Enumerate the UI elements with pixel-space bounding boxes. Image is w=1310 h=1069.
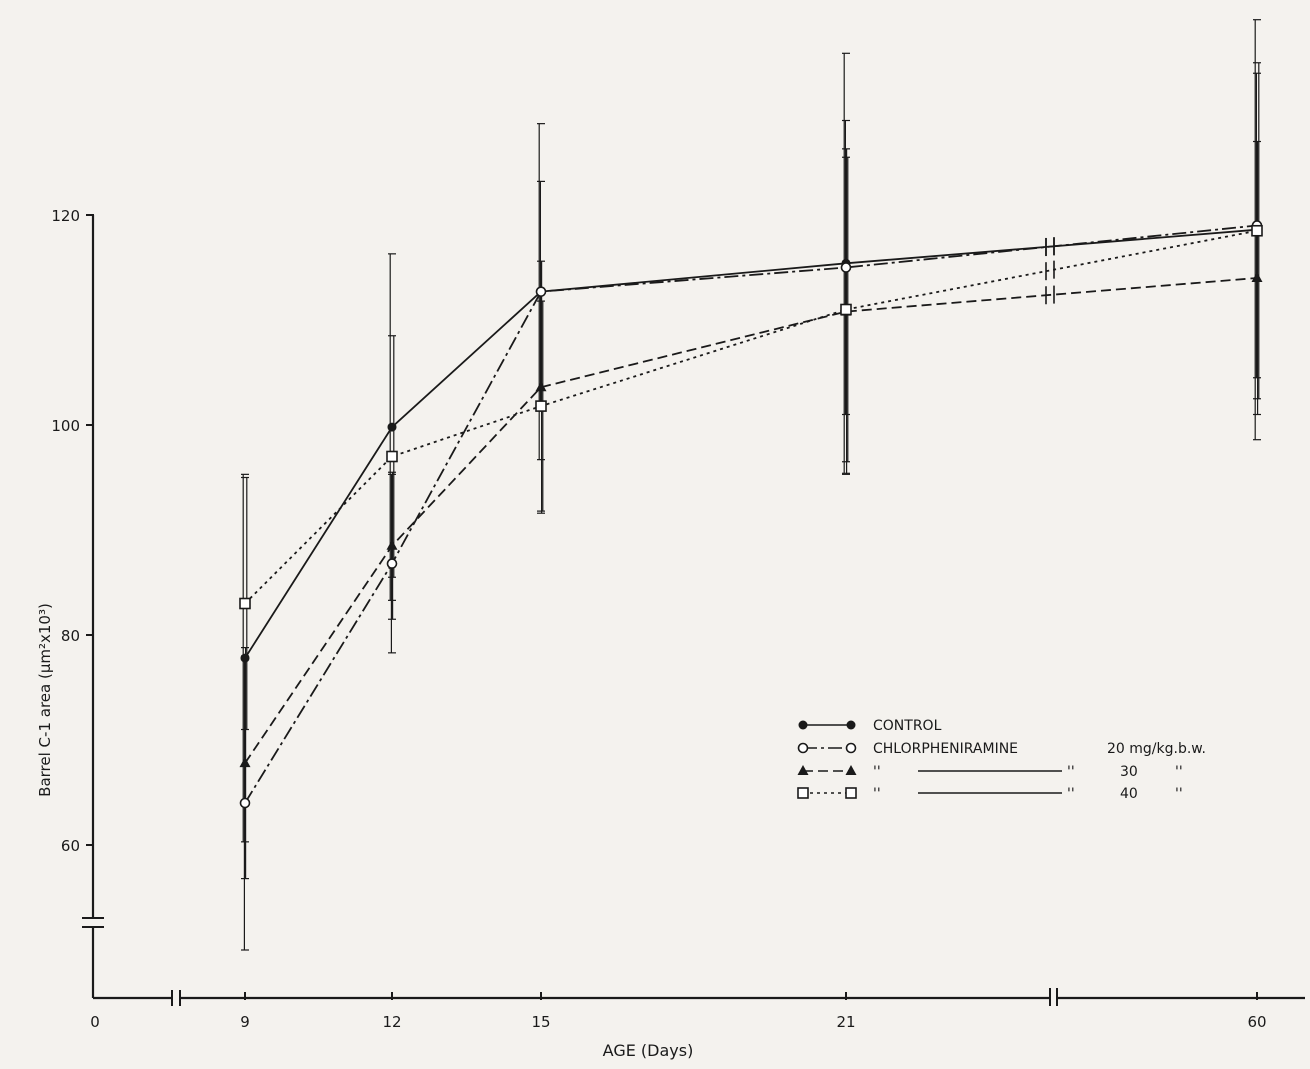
x-axis-title: AGE (Days) [603, 1041, 694, 1060]
x-tick-label: 15 [531, 1013, 550, 1031]
y-tick-label: 60 [61, 837, 80, 855]
legend-ditto: '' [1175, 764, 1183, 780]
legend-ditto: '' [1175, 786, 1183, 802]
series-line [244, 224, 1258, 804]
legend-dose: 40 [1120, 786, 1138, 802]
x-tick-label: 21 [836, 1013, 855, 1031]
legend-dose: 30 [1120, 764, 1138, 780]
chlor30-marker [386, 539, 398, 550]
legend-ditto: '' [1067, 786, 1075, 802]
chlor20-marker [840, 262, 852, 273]
series-line [244, 277, 1258, 764]
y-tick-label: 80 [61, 627, 80, 645]
chlor20-marker [386, 558, 398, 569]
control-marker [240, 653, 250, 663]
chlor30-marker [535, 381, 547, 392]
chlor20-marker [535, 286, 547, 297]
chlor20-marker [797, 742, 809, 754]
chlor40-marker [1251, 224, 1263, 237]
control-marker [387, 422, 397, 432]
y-tick-label: 120 [51, 207, 80, 225]
x-tick-label: 9 [240, 1013, 250, 1031]
chlor40-marker [386, 450, 398, 463]
legend-label: '' [873, 764, 881, 780]
series-line [244, 228, 1258, 659]
chlor40-marker [535, 400, 547, 412]
axes [82, 215, 1305, 1006]
y-ticks: 60 80 100 120 [51, 207, 94, 855]
legend-ditto: '' [1067, 764, 1075, 780]
chlor30-marker [1251, 272, 1263, 282]
chlor40-marker [845, 787, 857, 799]
chlor30-marker [797, 765, 809, 775]
x-tick-label: 0 [90, 1013, 100, 1031]
data-layer [239, 19, 1263, 951]
legend-dose: 20 mg/kg.b.w. [1107, 741, 1206, 757]
legend: CONTROL CHLORPHENIRAMINE 20 mg/kg.b.w. '' ''… [797, 718, 1206, 802]
y-tick-label: 100 [51, 417, 80, 435]
x-tick-label: 12 [382, 1013, 401, 1031]
chlor40-marker [840, 303, 852, 316]
legend-label: CHLORPHENIRAMINE [873, 741, 1018, 757]
chlor40-marker [239, 597, 251, 610]
chlor30-marker [239, 757, 251, 768]
chlor20-marker [845, 742, 857, 754]
control-marker [798, 720, 808, 730]
chlor40-marker [797, 787, 809, 799]
y-axis-title: Barrel C-1 area (µm²x10³) [36, 603, 54, 797]
series-line [244, 229, 1258, 605]
chlor20-marker [239, 797, 251, 809]
legend-label: CONTROL [873, 718, 942, 734]
control-marker [846, 720, 856, 730]
x-ticks: 0 9 12 15 21 60 [90, 992, 1267, 1031]
chlor30-marker [845, 765, 857, 775]
x-tick-label: 60 [1247, 1013, 1266, 1031]
legend-label: '' [873, 786, 881, 802]
